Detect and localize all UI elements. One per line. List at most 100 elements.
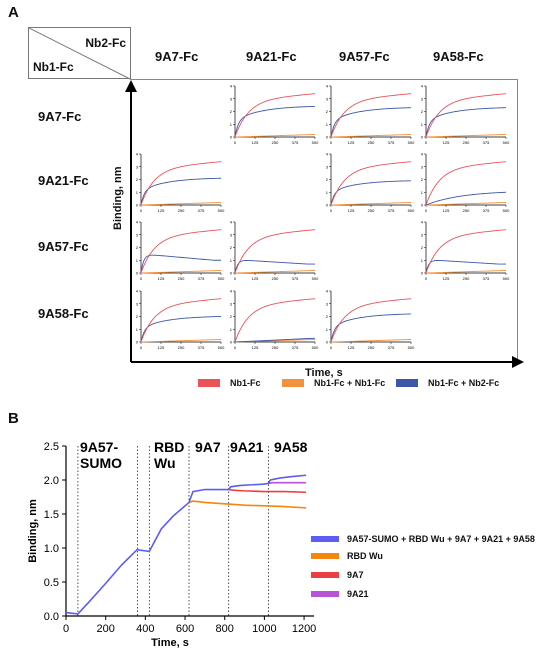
legend-a-swatch-2 bbox=[282, 379, 304, 387]
series-nb1-line bbox=[330, 161, 412, 206]
mini-y-tick-label: 0 bbox=[421, 135, 424, 140]
b-x-tick-label: 1200 bbox=[292, 623, 316, 635]
b-x-tick-label: 200 bbox=[97, 623, 115, 635]
mini-y-tick-label: 3 bbox=[230, 96, 233, 101]
mini-x-tick-label: 375 bbox=[292, 140, 299, 145]
b-y-tick-label: 0.5 bbox=[44, 577, 59, 589]
b-y-tick-label: 1.5 bbox=[44, 509, 59, 521]
mini-y-tick-label: 0 bbox=[230, 135, 233, 140]
mini-y-tick-label: 2 bbox=[136, 177, 139, 182]
series-nb1-line bbox=[425, 161, 507, 206]
mini-x-tick-label: 125 bbox=[443, 276, 450, 281]
mini-x-tick-label: 0 bbox=[140, 208, 143, 213]
b-x-tick-label: 800 bbox=[216, 623, 234, 635]
legend-b-label-2: RBD Wu bbox=[347, 551, 383, 561]
mini-x-tick-label: 375 bbox=[198, 276, 205, 281]
legend-b-swatch-2 bbox=[311, 553, 339, 559]
series-nb1-nb2-line bbox=[425, 260, 506, 274]
mini-y-tick-label: 0 bbox=[136, 271, 139, 276]
mini-x-tick-label: 500 bbox=[312, 345, 319, 350]
series-nb1-line bbox=[140, 298, 222, 343]
mini-y-tick-label: 0 bbox=[326, 203, 329, 208]
mini-y-tick-label: 4 bbox=[326, 152, 329, 157]
legend-b-item-2: RBD Wu bbox=[311, 551, 383, 561]
mini-y-tick-label: 1 bbox=[326, 327, 329, 332]
b-y-axis-title: Binding, nm bbox=[27, 499, 39, 563]
mini-x-tick-label: 125 bbox=[348, 208, 355, 213]
mini-x-tick-label: 375 bbox=[388, 140, 395, 145]
series-nb1-nb2-line bbox=[330, 313, 412, 343]
mini-y-tick-label: 2 bbox=[136, 314, 139, 319]
mini-y-tick-label: 0 bbox=[136, 340, 139, 345]
legend-a-swatch-1 bbox=[198, 379, 220, 387]
mini-y-tick-label: 2 bbox=[326, 109, 329, 114]
legend-b-item-3: 9A7 bbox=[311, 570, 364, 580]
mini-x-tick-label: 250 bbox=[272, 140, 279, 145]
row-header-4: 9A58-Fc bbox=[38, 306, 89, 321]
series-nb1-nb2-line bbox=[140, 254, 221, 274]
mini-y-tick-label: 3 bbox=[136, 232, 139, 237]
mini-y-tick-label: 2 bbox=[230, 314, 233, 319]
mini-y-tick-label: 4 bbox=[421, 84, 424, 89]
series-nb1-nb1-line bbox=[330, 134, 412, 138]
mini-chart-10: 0 1 2 3 4 0 125 250 375 500 bbox=[136, 289, 225, 351]
series-nb1-nb1-line bbox=[234, 270, 316, 274]
series-nb1-line bbox=[140, 161, 222, 206]
mini-x-tick-label: 500 bbox=[503, 208, 510, 213]
mini-y-tick-label: 4 bbox=[136, 220, 139, 225]
mini-x-tick-label: 125 bbox=[348, 140, 355, 145]
mini-y-tick-label: 4 bbox=[230, 289, 233, 294]
legend-b-item-4: 9A21 bbox=[311, 589, 369, 599]
b-x-tick-label: 1000 bbox=[252, 623, 276, 635]
mini-chart-2: 0 1 2 3 4 0 125 250 375 500 bbox=[326, 84, 415, 146]
phase-label-2: RBD bbox=[154, 439, 184, 455]
series-nb1-line bbox=[140, 229, 222, 274]
row-header-1: 9A7-Fc bbox=[38, 109, 82, 124]
mini-x-tick-label: 125 bbox=[443, 208, 450, 213]
mini-x-tick-label: 125 bbox=[158, 276, 165, 281]
mini-x-tick-label: 500 bbox=[408, 345, 415, 350]
mini-y-tick-label: 0 bbox=[230, 340, 233, 345]
mini-y-tick-label: 2 bbox=[230, 245, 233, 250]
mini-x-tick-label: 0 bbox=[140, 276, 143, 281]
series-nb1-nb2-line bbox=[330, 107, 412, 138]
series-nb1-nb2-line bbox=[234, 105, 316, 138]
mini-x-tick-label: 375 bbox=[388, 345, 395, 350]
mini-y-tick-label: 3 bbox=[326, 96, 329, 101]
b-x-tick-label: 0 bbox=[63, 623, 69, 635]
mini-y-tick-label: 4 bbox=[421, 152, 424, 157]
matrix-x-axis-title: Time, s bbox=[305, 367, 343, 379]
b-series-line-1 bbox=[65, 474, 307, 615]
mini-y-tick-label: 3 bbox=[326, 301, 329, 306]
mini-x-tick-label: 250 bbox=[368, 345, 375, 350]
mini-x-tick-label: 0 bbox=[425, 208, 428, 213]
series-nb1-nb2-line bbox=[234, 337, 316, 343]
mini-chart-6: 0 1 2 3 4 0 125 250 375 500 bbox=[421, 152, 510, 214]
series-nb1-nb1-line bbox=[425, 270, 507, 274]
mini-x-tick-label: 0 bbox=[330, 345, 333, 350]
legend-a-item-2: Nb1-Fc + Nb1-Fc bbox=[282, 378, 385, 388]
b-y-tick-label: 2.5 bbox=[44, 441, 59, 453]
mini-chart-4: 0 1 2 3 4 0 125 250 375 500 bbox=[136, 152, 225, 214]
mini-x-tick-label: 375 bbox=[483, 208, 490, 213]
series-nb1-line bbox=[234, 93, 316, 138]
mini-y-tick-label: 3 bbox=[230, 301, 233, 306]
mini-y-tick-label: 1 bbox=[136, 327, 139, 332]
corner-diagonal bbox=[29, 28, 132, 80]
mini-y-tick-label: 0 bbox=[421, 271, 424, 276]
mini-x-tick-label: 250 bbox=[178, 276, 185, 281]
mini-x-tick-label: 250 bbox=[272, 345, 279, 350]
series-nb1-nb2-line bbox=[425, 107, 507, 138]
series-nb1-line bbox=[234, 229, 316, 274]
mini-x-tick-label: 250 bbox=[178, 345, 185, 350]
mini-y-tick-label: 4 bbox=[421, 220, 424, 225]
legend-b-swatch-3 bbox=[311, 572, 339, 578]
mini-y-tick-label: 2 bbox=[421, 245, 424, 250]
series-nb1-line bbox=[425, 229, 507, 274]
mini-x-tick-label: 0 bbox=[234, 345, 237, 350]
row-header-2: 9A21-Fc bbox=[38, 173, 89, 188]
mini-x-tick-label: 125 bbox=[252, 345, 259, 350]
mini-y-tick-label: 0 bbox=[421, 203, 424, 208]
series-nb1-nb1-line bbox=[330, 202, 412, 206]
series-nb1-nb1-line bbox=[234, 134, 316, 138]
